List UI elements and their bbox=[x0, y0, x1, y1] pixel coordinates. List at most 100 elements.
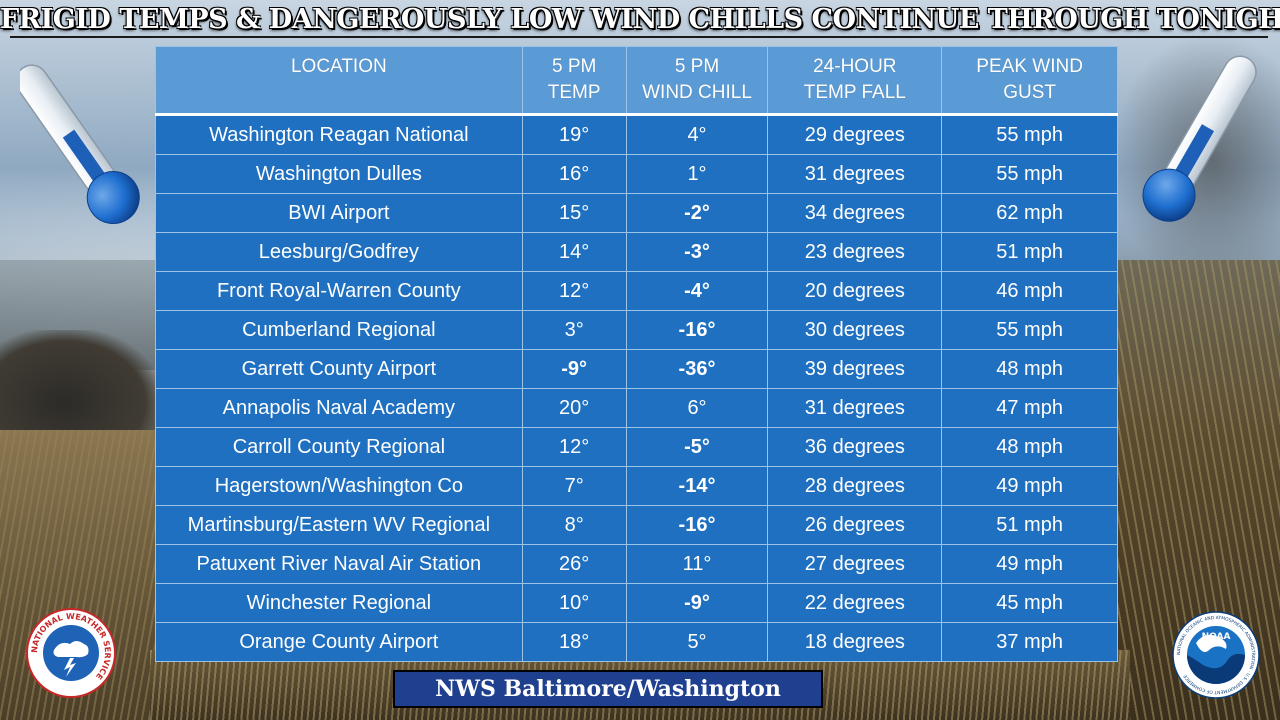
table-row: Martinsburg/Eastern WV Regional 8° -16° 26 … bbox=[155, 505, 1118, 545]
cell-temp: 16° bbox=[521, 154, 627, 194]
cell-location: Hagerstown/Washington Co bbox=[155, 466, 523, 506]
cell-wind-chill: 1° bbox=[625, 154, 769, 194]
table-row: Cumberland Regional 3° -16° 30 degrees 55 mp… bbox=[155, 310, 1118, 350]
cell-temp: 19° bbox=[521, 113, 627, 155]
header-line: 5 PM bbox=[674, 56, 720, 77]
cell-temp: -9° bbox=[521, 349, 627, 389]
cell-wind-chill: -36° bbox=[625, 349, 769, 389]
cell-location: Patuxent River Naval Air Station bbox=[155, 544, 523, 584]
cell-location: Leesburg/Godfrey bbox=[155, 232, 523, 272]
column-header-peak-gust: PEAK WIND GUST bbox=[941, 46, 1118, 115]
cell-temp: 12° bbox=[521, 271, 627, 311]
table-body: Washington Reagan National 19° 4° 29 degree… bbox=[155, 113, 1118, 662]
cell-temp-fall: 26 degrees bbox=[767, 505, 943, 545]
table-row: Leesburg/Godfrey 14° -3° 23 degrees 51 mph bbox=[155, 232, 1118, 272]
cell-temp-fall: 31 degrees bbox=[767, 388, 943, 428]
nws-logo-icon: NATIONAL WEATHER SERVICE bbox=[26, 608, 116, 698]
cell-peak-gust: 55 mph bbox=[941, 310, 1118, 350]
cell-location: Martinsburg/Eastern WV Regional bbox=[155, 505, 523, 545]
cell-peak-gust: 48 mph bbox=[941, 427, 1118, 467]
table-row: Orange County Airport 18° 5° 18 degrees 37 m… bbox=[155, 622, 1118, 662]
cell-wind-chill: -3° bbox=[625, 232, 769, 272]
cell-temp: 10° bbox=[521, 583, 627, 623]
noaa-logo-icon: NOAA NATIONAL OCEANIC AND ATMOSPHERIC AD… bbox=[1172, 611, 1260, 699]
cell-peak-gust: 45 mph bbox=[941, 583, 1118, 623]
cell-peak-gust: 55 mph bbox=[941, 154, 1118, 194]
cell-wind-chill: 6° bbox=[625, 388, 769, 428]
cell-location: Carroll County Regional bbox=[155, 427, 523, 467]
cell-wind-chill: -5° bbox=[625, 427, 769, 467]
cell-peak-gust: 55 mph bbox=[941, 113, 1118, 155]
table-row: Patuxent River Naval Air Station 26° 11° 27… bbox=[155, 544, 1118, 584]
cell-temp-fall: 23 degrees bbox=[767, 232, 943, 272]
cell-temp-fall: 29 degrees bbox=[767, 113, 943, 155]
cell-temp-fall: 31 degrees bbox=[767, 154, 943, 194]
cell-wind-chill: -16° bbox=[625, 505, 769, 545]
cell-wind-chill: 11° bbox=[625, 544, 769, 584]
cell-temp: 3° bbox=[521, 310, 627, 350]
cell-peak-gust: 49 mph bbox=[941, 544, 1118, 584]
header-line: 24-HOUR bbox=[813, 56, 897, 77]
column-header-temp: 5 PM TEMP bbox=[521, 46, 627, 115]
cell-temp: 15° bbox=[521, 193, 627, 233]
thermometer-icon bbox=[20, 64, 140, 225]
cell-temp-fall: 18 degrees bbox=[767, 622, 943, 662]
header-line: LOCATION bbox=[290, 56, 387, 77]
cell-location: Orange County Airport bbox=[155, 622, 523, 662]
cell-peak-gust: 37 mph bbox=[941, 622, 1118, 662]
cell-peak-gust: 49 mph bbox=[941, 466, 1118, 506]
cell-location: Washington Dulles bbox=[155, 154, 523, 194]
cell-wind-chill: -9° bbox=[625, 583, 769, 623]
cell-peak-gust: 62 mph bbox=[941, 193, 1118, 233]
table-row: Carroll County Regional 12° -5° 36 degrees 4… bbox=[155, 427, 1118, 467]
cell-temp: 26° bbox=[521, 544, 627, 584]
cell-temp-fall: 30 degrees bbox=[767, 310, 943, 350]
header-line: GUST bbox=[1003, 82, 1056, 103]
cell-location: Washington Reagan National bbox=[155, 113, 523, 155]
table-row: Washington Reagan National 19° 4° 29 degree… bbox=[155, 113, 1118, 155]
cell-location: Winchester Regional bbox=[155, 583, 523, 623]
cell-temp-fall: 27 degrees bbox=[767, 544, 943, 584]
cell-temp: 12° bbox=[521, 427, 627, 467]
cell-peak-gust: 46 mph bbox=[941, 271, 1118, 311]
cell-location: Front Royal-Warren County bbox=[155, 271, 523, 311]
cell-temp-fall: 28 degrees bbox=[767, 466, 943, 506]
cell-location: Cumberland Regional bbox=[155, 310, 523, 350]
page-title: FRIGID TEMPS & DANGEROUSLY LOW WIND CHIL… bbox=[0, 4, 1280, 35]
cell-location: Garrett County Airport bbox=[155, 349, 523, 389]
table-row: Hagerstown/Washington Co 7° -14° 28 degrees… bbox=[155, 466, 1118, 506]
table-row: Front Royal-Warren County 12° -4° 20 degree… bbox=[155, 271, 1118, 311]
cell-wind-chill: -14° bbox=[625, 466, 769, 506]
table-row: Winchester Regional 10° -9° 22 degrees 45 mp… bbox=[155, 583, 1118, 623]
svg-text:NOAA: NOAA bbox=[1202, 632, 1231, 642]
cell-location: Annapolis Naval Academy bbox=[155, 388, 523, 428]
cell-temp: 20° bbox=[521, 388, 627, 428]
cell-peak-gust: 48 mph bbox=[941, 349, 1118, 389]
cell-temp-fall: 34 degrees bbox=[767, 193, 943, 233]
cell-peak-gust: 47 mph bbox=[941, 388, 1118, 428]
table-row: Annapolis Naval Academy 20° 6° 31 degrees 47… bbox=[155, 388, 1118, 428]
office-name-banner: NWS Baltimore/Washington bbox=[393, 670, 823, 708]
cell-wind-chill: 4° bbox=[625, 113, 769, 155]
cell-peak-gust: 51 mph bbox=[941, 232, 1118, 272]
table-row: BWI Airport 15° -2° 34 degrees 62 mph bbox=[155, 193, 1118, 233]
header-line: TEMP bbox=[547, 82, 601, 103]
column-header-location: LOCATION bbox=[155, 46, 523, 115]
table-header-row: LOCATION 5 PM TEMP 5 PM WIND CHILL 24-HO… bbox=[155, 46, 1118, 115]
cell-temp-fall: 20 degrees bbox=[767, 271, 943, 311]
cell-temp: 8° bbox=[521, 505, 627, 545]
thermometer-icon bbox=[1142, 55, 1257, 222]
column-header-wind-chill: 5 PM WIND CHILL bbox=[625, 46, 769, 115]
title-underline bbox=[10, 36, 1268, 38]
cell-wind-chill: 5° bbox=[625, 622, 769, 662]
header-line: 5 PM bbox=[551, 56, 597, 77]
header-line: TEMP FALL bbox=[803, 82, 906, 103]
cell-temp: 14° bbox=[521, 232, 627, 272]
cell-wind-chill: -2° bbox=[625, 193, 769, 233]
cell-temp: 7° bbox=[521, 466, 627, 506]
cell-wind-chill: -16° bbox=[625, 310, 769, 350]
observations-table: LOCATION 5 PM TEMP 5 PM WIND CHILL 24-HO… bbox=[155, 46, 1118, 662]
cell-temp-fall: 39 degrees bbox=[767, 349, 943, 389]
header-line: WIND CHILL bbox=[642, 82, 752, 103]
header-line: PEAK WIND bbox=[976, 56, 1083, 77]
